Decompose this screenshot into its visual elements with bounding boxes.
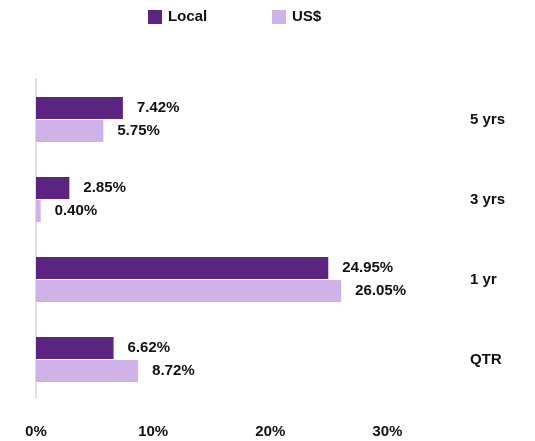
bar [36,257,329,279]
value-label: 2.85% [83,179,126,196]
legend-label: Local [168,8,207,25]
bar [36,280,342,302]
x-tick-label: 10% [138,423,168,440]
bar [36,360,139,382]
x-tick-label: 20% [255,423,285,440]
value-label: 0.40% [55,202,98,219]
value-label: 24.95% [342,259,393,276]
x-tick-label: 30% [372,423,402,440]
bar [36,200,41,222]
legend-swatch [148,10,162,24]
category-label: 3 yrs [470,191,505,208]
value-label: 26.05% [355,282,406,299]
category-label: 5 yrs [470,111,505,128]
bar [36,177,70,199]
value-label: 7.42% [137,99,180,116]
category-label: QTR [470,351,502,368]
value-label: 5.75% [117,122,160,139]
bar [36,337,114,359]
x-tick-label: 0% [25,423,47,440]
bar [36,97,123,119]
bar [36,120,104,142]
value-label: 6.62% [128,339,171,356]
legend-label: US$ [292,8,322,25]
legend-swatch [272,10,286,24]
category-label: 1 yr [470,271,497,288]
value-label: 8.72% [152,362,195,379]
